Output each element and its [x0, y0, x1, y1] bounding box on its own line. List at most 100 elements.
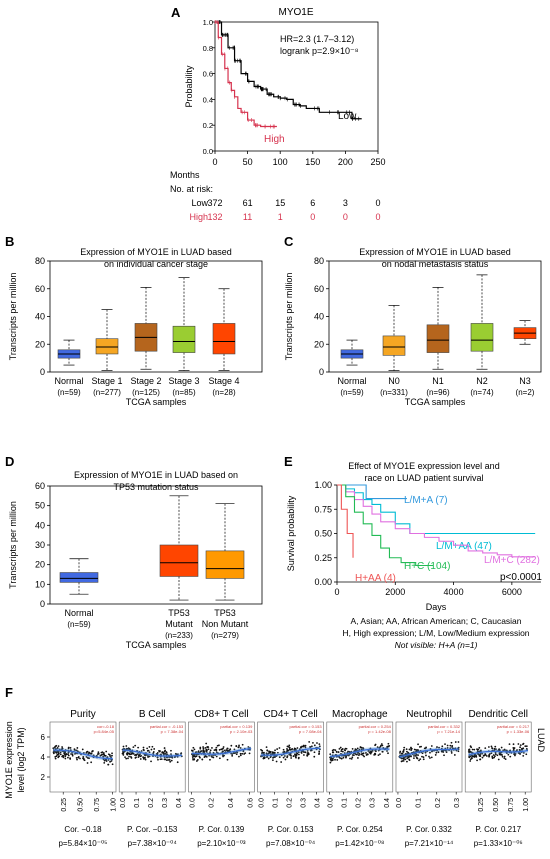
scatter-point — [69, 746, 72, 749]
scatter-point — [387, 742, 390, 745]
scatter-point — [494, 751, 497, 754]
scatter-point — [128, 755, 130, 758]
scatter-point — [504, 758, 507, 761]
scatter-point — [430, 745, 433, 747]
scatter-point — [191, 750, 194, 752]
y-tick-label: 30 — [35, 540, 45, 550]
scatter-point — [410, 749, 413, 751]
series-label: L/M+A (7) — [404, 495, 448, 506]
scatter-point — [419, 758, 422, 761]
scatter-point — [230, 752, 233, 755]
scatter-point — [483, 754, 486, 757]
scatter-point — [142, 746, 145, 749]
scatter-point — [491, 747, 494, 750]
scatter-point — [158, 750, 161, 753]
scatter-point — [509, 749, 512, 752]
scatter-point — [193, 758, 196, 760]
scatter-point — [468, 755, 471, 758]
box — [470, 323, 494, 352]
category-label: N2 — [476, 376, 488, 386]
scatter-point — [216, 744, 219, 747]
inset-stat: partial.cor = 0.332 — [428, 724, 461, 729]
y-tick-label: 0.8 — [203, 44, 213, 53]
inset-stat: p=5.84e-05 — [94, 729, 115, 734]
scatter-point — [477, 753, 480, 756]
scatter-point — [493, 749, 496, 752]
scatter-point — [513, 747, 515, 750]
scatter-point — [471, 755, 474, 758]
inset-stat: partial.cor = 0.153 — [289, 724, 322, 729]
scatter-point — [110, 760, 113, 762]
scatter-point — [162, 753, 165, 756]
risk-value: 15 — [275, 198, 285, 208]
scatter-point — [265, 746, 268, 749]
box — [172, 325, 196, 353]
scatter-point — [473, 748, 476, 751]
scatter-point — [418, 759, 420, 762]
scatter-point — [502, 749, 505, 752]
inset-stat: p = 1.42e-08 — [368, 729, 391, 734]
scatter-point — [380, 743, 383, 745]
x-axis-label: TCGA samples — [126, 640, 187, 650]
scatter-point — [450, 741, 453, 744]
scatter-point — [362, 747, 365, 750]
x-tick-label: 0 — [212, 157, 217, 167]
scatter-point — [233, 748, 236, 751]
scatter-point — [437, 751, 440, 754]
correlation-value: P. Cor. 0.254 — [337, 825, 383, 834]
correlation-value: P. Cor. 0.332 — [406, 825, 452, 834]
scatter-point — [399, 752, 401, 754]
scatter-point — [345, 756, 347, 759]
scatter-point — [54, 747, 57, 750]
risk-value: 0 — [375, 212, 380, 222]
scatter-point — [386, 747, 388, 749]
plot-frame — [214, 21, 379, 152]
scatter-point — [131, 752, 134, 755]
scatter-point — [86, 757, 89, 759]
scatter-point — [148, 755, 151, 758]
scatter-point — [261, 749, 263, 752]
scatter-frame — [326, 721, 394, 793]
scatter-point — [174, 752, 177, 755]
scatter-point — [336, 759, 339, 761]
scatter-point — [239, 752, 242, 755]
scatter-point — [443, 754, 445, 757]
scatter-point — [268, 750, 271, 753]
scatter-point — [295, 756, 297, 759]
scatter-point — [276, 748, 279, 750]
scatter-point — [381, 744, 384, 747]
category-label: Normal — [337, 376, 366, 386]
scatter-point — [212, 756, 215, 759]
scatter-point — [55, 744, 58, 747]
scatter-point — [444, 743, 446, 746]
scatter-point — [132, 746, 135, 749]
x-tick-label: 0.50 — [493, 798, 500, 812]
x-tick-label: 1.00 — [111, 798, 118, 812]
scatter-point — [330, 757, 333, 760]
scatter-point — [313, 755, 316, 758]
scatter-point — [337, 751, 340, 753]
x-tick-label: 0.0 — [120, 798, 127, 808]
scatter-point — [140, 750, 143, 752]
scatter-point — [90, 761, 93, 764]
scatter-point — [481, 752, 484, 755]
scatter-point — [82, 755, 85, 758]
y-axis-label: Survival probability — [286, 495, 296, 571]
scatter-point — [107, 759, 110, 761]
chart-title: TP53 mutation status — [113, 482, 199, 492]
scatter-points — [329, 742, 391, 764]
category-label: N0 — [388, 376, 400, 386]
x-tick-label: 250 — [370, 157, 385, 167]
side-label: LUAD — [536, 728, 546, 753]
box — [212, 323, 236, 355]
scatter-point — [312, 741, 314, 744]
scatter-point — [247, 746, 250, 748]
scatter-point — [56, 747, 59, 749]
scatter-point — [517, 752, 520, 755]
scatter-point — [70, 753, 72, 755]
scatter-point — [208, 754, 211, 757]
scatter-point — [271, 752, 274, 755]
scatter-point — [360, 753, 363, 756]
scatter-point — [243, 753, 246, 755]
risk-value: 1 — [278, 212, 283, 222]
